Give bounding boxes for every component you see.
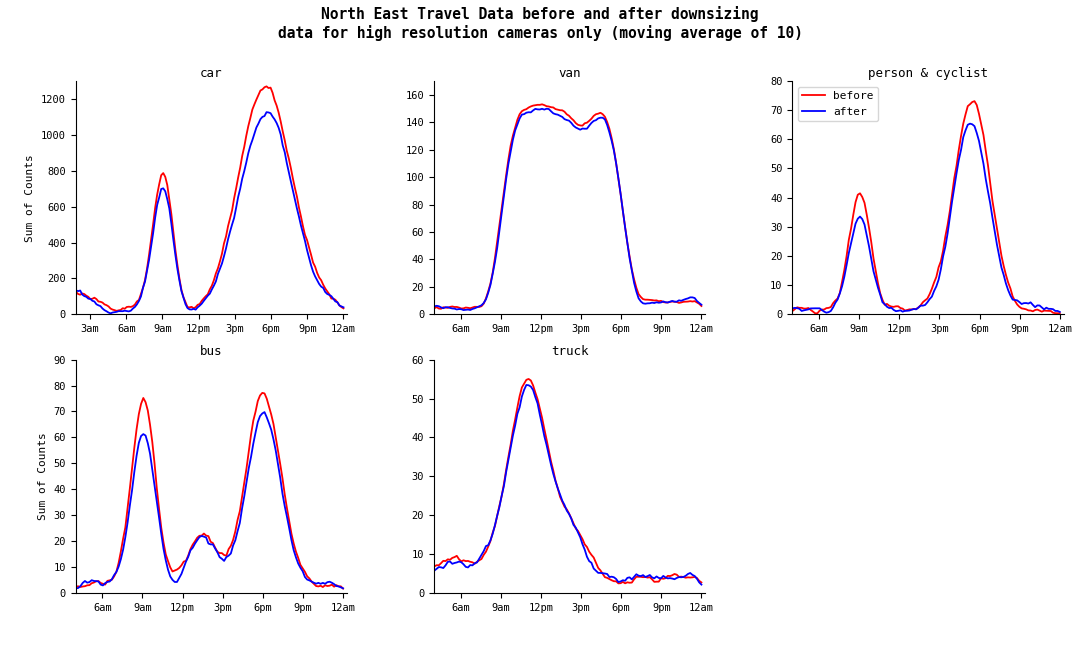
- Title: bus: bus: [200, 345, 222, 358]
- Legend: before, after: before, after: [798, 87, 878, 121]
- before: [963, 100, 976, 108]
- before: [782, 307, 795, 315]
- Line: before: before: [739, 101, 1059, 314]
- before: [995, 251, 1008, 259]
- Title: van: van: [558, 67, 581, 80]
- before: [968, 97, 981, 105]
- before: [732, 310, 745, 318]
- before: [999, 271, 1012, 279]
- after: [1053, 308, 1066, 316]
- before: [1053, 309, 1066, 317]
- Title: person & cyclist: person & cyclist: [868, 67, 988, 80]
- after: [993, 252, 1005, 260]
- before: [748, 310, 761, 318]
- Text: North East Travel Data before and after downsizing
data for high resolution came: North East Travel Data before and after …: [278, 6, 802, 41]
- before: [834, 289, 847, 297]
- Title: car: car: [200, 67, 222, 80]
- Title: truck: truck: [551, 345, 589, 358]
- after: [732, 310, 745, 318]
- Line: after: after: [739, 124, 1059, 314]
- before: [757, 308, 770, 316]
- after: [961, 121, 974, 129]
- after: [963, 120, 976, 128]
- after: [780, 303, 793, 310]
- after: [997, 271, 1010, 279]
- after: [755, 308, 768, 316]
- after: [832, 295, 845, 303]
- Y-axis label: Sum of Counts: Sum of Counts: [25, 154, 36, 242]
- Y-axis label: Sum of Counts: Sum of Counts: [38, 432, 48, 520]
